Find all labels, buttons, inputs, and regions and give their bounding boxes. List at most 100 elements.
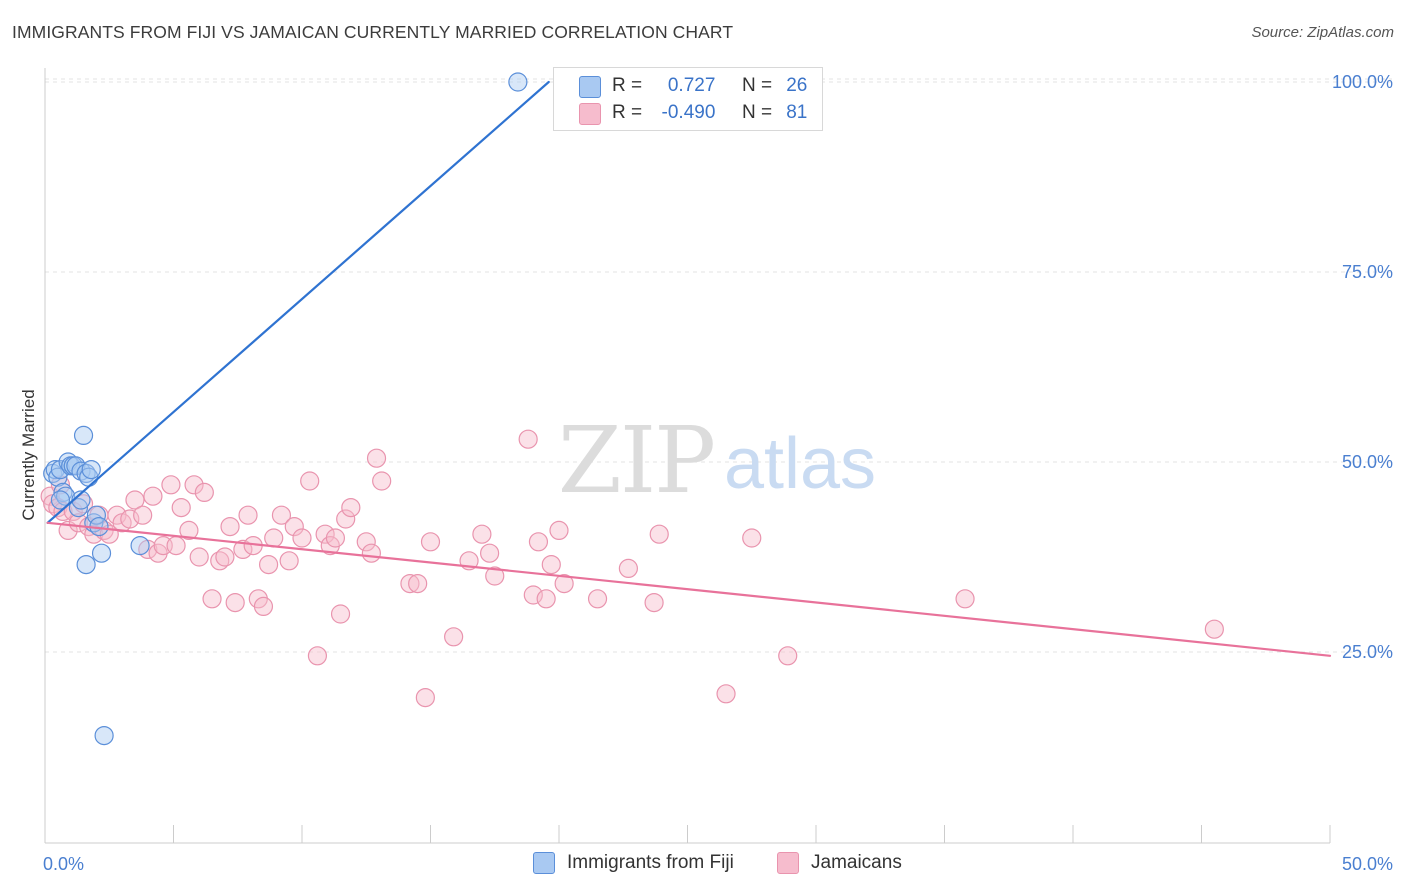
jamaicans-point [264,528,284,548]
jamaicans-point [184,475,204,495]
fiji-point [76,554,96,575]
legend-item-jamaicans[interactable]: Jamaicans [777,852,902,874]
r-value-jamaicans: -0.490 [661,102,716,123]
jamaicans-point [480,543,500,563]
jamaicans-point [53,501,73,521]
legend-item-fiji[interactable]: Immigrants from Fiji [533,852,734,874]
jamaicans-point [649,524,669,544]
jamaicans-point [356,532,376,552]
y-tick-label: 50.0% [1342,452,1393,472]
jamaicans-point [307,646,328,666]
jamaicans-point [955,589,975,609]
jamaicans-point [220,516,240,537]
jamaicans-point [444,627,464,647]
jamaicans-point [541,554,561,575]
fiji-point [55,486,76,506]
jamaicans-point [194,482,214,502]
jamaicans-point [279,551,299,571]
jamaicans-point [166,535,186,556]
series-legend: Immigrants from Fiji Jamaicans [0,852,1406,876]
jamaicans-point [125,490,145,510]
jamaicans-point [549,520,569,541]
jamaicans-point [587,589,608,609]
tick-labels: 25.0% 50.0% 75.0% 100.0% 0.0% 50.0% [43,72,1393,874]
fiji-swatch [579,76,601,98]
fiji-point [91,543,112,563]
stats-legend: R = 0.727 N = 26 R = -0.490 N = 81 [553,67,823,131]
jamaicans-point [528,532,549,552]
jamaicans-point [415,687,435,708]
jamaicans-point [472,524,492,544]
jamaicans-point [238,505,258,525]
fiji-point [48,467,68,487]
jamaicans-point [330,604,351,624]
jamaicans-point [716,684,736,704]
y-tick-label: 75.0% [1342,262,1393,282]
watermark-zip: ZIP [558,407,714,514]
fiji-point [86,505,107,525]
jamaicans-trend-line [46,521,1332,657]
jamaicans-point [400,573,420,594]
r-value-fiji: 0.727 [667,75,716,96]
jamaicans-point [292,528,312,548]
fiji-point [66,456,86,476]
jamaicans-point [536,589,556,609]
fiji-point [50,460,71,480]
jamaicans-point [644,592,664,613]
jamaicans-point [233,539,253,560]
jamaicans-point [271,505,292,525]
jamaicans-point [554,573,574,594]
jamaicans-point [336,509,356,529]
jamaicans-point [48,498,68,518]
jamaicans-point [325,528,346,548]
data-points [40,72,1224,746]
jamaicans-point [372,471,392,491]
jamaicans-point [518,429,538,449]
jamaicans-point [215,547,235,567]
jamaicans-point [361,543,381,563]
jamaicans-point [341,498,361,518]
watermark: ZIP atlas [558,407,876,514]
jamaicans-point [202,589,222,609]
jamaicans-point [253,596,274,617]
jamaicans-point [133,505,153,525]
jamaicans-point [120,509,140,529]
r-label: R = [612,102,643,123]
jamaicans-point [63,501,83,521]
fiji-point [50,490,71,510]
jamaicans-point [143,486,163,506]
jamaicans-point [742,528,762,548]
watermark-atlas: atlas [724,424,876,504]
legend-label-fiji: Immigrants from Fiji [567,852,734,873]
jamaicans-point [225,592,245,613]
fiji-point [94,725,114,746]
axes [44,68,1331,844]
jamaicans-point [161,475,181,495]
jamaicans-point [420,532,441,552]
grid-lines [45,78,1392,653]
fiji-point [81,460,101,480]
jamaicans-point [408,573,428,594]
jamaicans-point [1204,619,1224,639]
n-value-fiji: 26 [786,75,808,96]
trend-lines [46,80,1332,657]
jamaicans-point [189,547,209,567]
x-tick-label: 50.0% [1342,854,1393,874]
jamaicans-point [315,524,335,544]
jamaicans-point [258,554,279,575]
jamaicans-point [366,448,387,468]
r-label: R = [612,75,643,96]
fiji-trend-line [46,80,550,524]
legend-label-jamaicans: Jamaicans [811,852,902,873]
y-tick-label: 25.0% [1342,642,1393,662]
jamaicans-point [485,566,505,586]
fiji-point [73,425,94,445]
n-label: N = [741,102,773,123]
jamaicans-point [50,475,71,495]
fiji-point [68,498,89,518]
jamaicans-point [523,585,543,605]
jamaicans-point [618,558,638,579]
jamaicans-point [778,646,798,666]
chart-source: Source: ZipAtlas.com [1251,24,1394,41]
